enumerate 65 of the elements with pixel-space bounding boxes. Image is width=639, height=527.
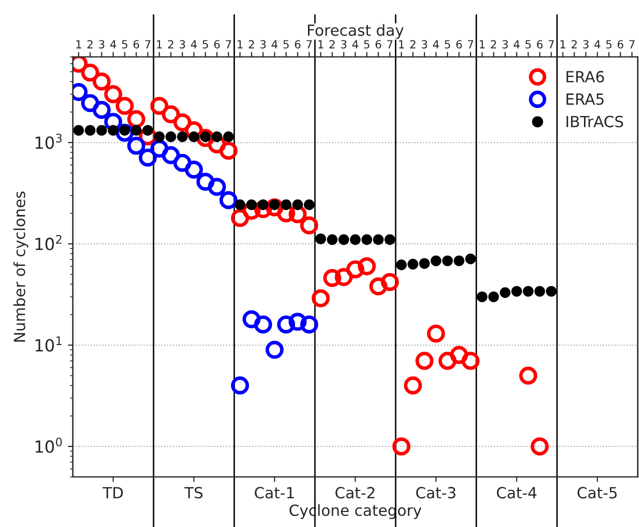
x-tick-label: 6	[214, 40, 220, 49]
x-tick-label: 7	[306, 40, 312, 48]
x-tick-label: 1	[156, 40, 162, 48]
text: TD	[102, 487, 123, 498]
x-tick-label: 3	[260, 40, 266, 49]
x-tick-label: 2	[87, 40, 93, 48]
x-tick-label: 1	[399, 40, 404, 48]
x-tick-label: 5	[364, 40, 370, 49]
text: TS	[184, 486, 203, 498]
x-tick-label: 5	[122, 40, 128, 49]
x-tick-label: 1	[318, 40, 324, 48]
text: Cat-2	[336, 486, 374, 498]
x-tick-label: 2	[168, 40, 174, 48]
x-tick-label: 5	[444, 40, 450, 49]
legend-label: IBTrACS	[566, 116, 624, 128]
y-tick-label: 10$^{3}$	[36, 134, 62, 149]
text: Cat-5	[578, 486, 617, 498]
x-tick-label: 3	[583, 40, 588, 49]
x-tick-label: 2	[410, 40, 416, 48]
text: Cat-3	[416, 486, 456, 498]
x-tick-label: 1	[238, 40, 243, 48]
x-tick-label: 6	[133, 40, 140, 49]
x-tick-label: 5	[526, 40, 531, 49]
x-tick-label: 6	[536, 40, 543, 49]
x-tick-label: 2	[490, 40, 496, 48]
x-tick-label: 6	[456, 40, 462, 49]
x-tick-label: 1	[560, 40, 566, 48]
x-tick-label: 6	[376, 40, 382, 49]
x-tick-label: 4	[432, 40, 439, 48]
x-tick-label: 4	[190, 40, 197, 48]
text: Cat-4	[496, 486, 536, 498]
y-axis-title: Number of cyclones	[13, 192, 28, 342]
x-tick-label: 4	[272, 40, 278, 48]
x-tick-label: 2	[248, 40, 254, 48]
x-tick-label: 2	[572, 40, 577, 48]
x-tick-label: 7	[629, 40, 635, 48]
x-tick-label: 7	[548, 40, 554, 48]
x-tick-label: 1	[480, 40, 485, 48]
x-tick-label: 7	[145, 40, 150, 48]
x-tick-label: 4	[514, 40, 520, 48]
y-tick-label: 10$^{1}$	[36, 336, 62, 352]
x-tick-label: 4	[110, 40, 116, 48]
x-tick-label: 3	[502, 40, 508, 49]
x-tick-label: 5	[202, 40, 208, 49]
y-tick-label: 10$^{0}$	[36, 438, 62, 453]
x-tick-label: 3	[180, 40, 186, 49]
x-tick-label: 4	[594, 40, 600, 48]
x-tick-label: 7	[468, 40, 474, 48]
y-tick-label: 10$^{2}$	[36, 234, 62, 250]
legend-label: ERA6	[566, 70, 604, 82]
text: Cat-1	[254, 486, 294, 498]
x-tick-label: 7	[226, 40, 232, 48]
x2-axis-title: Forecast day	[308, 24, 404, 39]
x-tick-label: 7	[387, 40, 392, 48]
x-tick-label: 3	[422, 40, 428, 49]
x-tick-label: 1	[76, 40, 82, 48]
x-tick-label: 6	[294, 40, 300, 49]
x-tick-label: 3	[98, 40, 104, 49]
x-tick-label: 3	[341, 40, 346, 49]
x-tick-label: 4	[352, 40, 358, 48]
x-tick-label: 2	[330, 40, 335, 48]
x-tick-label: 5	[606, 40, 612, 49]
legend-label: ERA5	[566, 94, 604, 105]
x-tick-label: 6	[618, 40, 624, 49]
x-tick-label: 5	[283, 40, 289, 49]
